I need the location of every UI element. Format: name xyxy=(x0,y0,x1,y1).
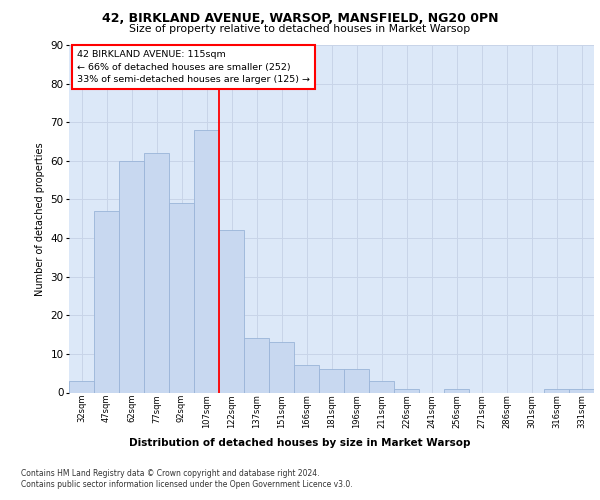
Bar xyxy=(94,211,119,392)
Bar xyxy=(119,161,144,392)
Text: Distribution of detached houses by size in Market Warsop: Distribution of detached houses by size … xyxy=(129,438,471,448)
Bar xyxy=(319,370,344,392)
Bar xyxy=(69,381,94,392)
Bar xyxy=(369,381,394,392)
Text: Contains HM Land Registry data © Crown copyright and database right 2024.: Contains HM Land Registry data © Crown c… xyxy=(21,469,320,478)
Bar xyxy=(444,388,469,392)
Bar xyxy=(144,153,169,392)
Y-axis label: Number of detached properties: Number of detached properties xyxy=(35,142,45,296)
Bar xyxy=(169,204,194,392)
Text: 42 BIRKLAND AVENUE: 115sqm
← 66% of detached houses are smaller (252)
33% of sem: 42 BIRKLAND AVENUE: 115sqm ← 66% of deta… xyxy=(77,50,310,84)
Bar xyxy=(219,230,244,392)
Bar xyxy=(344,370,369,392)
Bar xyxy=(544,388,569,392)
Text: 42, BIRKLAND AVENUE, WARSOP, MANSFIELD, NG20 0PN: 42, BIRKLAND AVENUE, WARSOP, MANSFIELD, … xyxy=(102,12,498,26)
Text: Contains public sector information licensed under the Open Government Licence v3: Contains public sector information licen… xyxy=(21,480,353,489)
Bar xyxy=(269,342,294,392)
Bar xyxy=(569,388,594,392)
Bar xyxy=(394,388,419,392)
Bar xyxy=(294,366,319,392)
Bar xyxy=(244,338,269,392)
Bar xyxy=(194,130,219,392)
Text: Size of property relative to detached houses in Market Warsop: Size of property relative to detached ho… xyxy=(130,24,470,34)
